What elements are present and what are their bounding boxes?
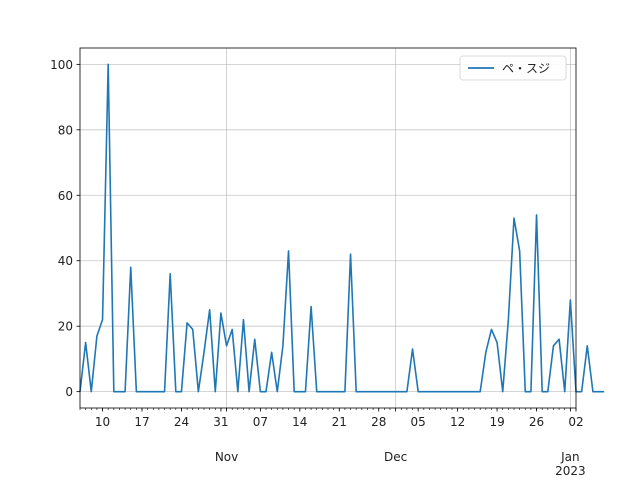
x-tick-label: 12 [450, 415, 465, 429]
x-tick-label: 21 [332, 415, 347, 429]
legend: ペ・スジ [459, 55, 567, 81]
x-tick-label: 17 [134, 415, 149, 429]
series-line [79, 63, 605, 393]
legend-label: ペ・スジ [502, 62, 550, 76]
y-tick-label: 20 [58, 320, 73, 334]
y-tick-label: 60 [58, 189, 73, 203]
x-tick-label: 31 [213, 415, 228, 429]
y-tick-label: 40 [58, 254, 73, 268]
x-year-label: 2023 [555, 464, 586, 478]
x-tick-label: 02 [568, 415, 583, 429]
x-tick-label: 26 [529, 415, 544, 429]
x-tick-label: 10 [95, 415, 110, 429]
x-month-label: Jan [560, 450, 580, 464]
y-tick-label: 0 [65, 385, 73, 399]
x-tick-label: 28 [371, 415, 386, 429]
x-month-label: Dec [384, 450, 407, 464]
y-tick-label: 100 [50, 58, 73, 72]
series-layer [79, 63, 605, 393]
x-tick-label: 14 [292, 415, 307, 429]
grid-layer [80, 48, 576, 408]
x-tick-label: 19 [489, 415, 504, 429]
legend-box [459, 55, 567, 81]
x-month-label: Nov [215, 450, 238, 464]
plot-frame [79, 47, 577, 409]
x-tick-label: 24 [174, 415, 189, 429]
x-tick-label: 07 [253, 415, 268, 429]
y-tick-label: 80 [58, 123, 73, 137]
x-tick-label: 05 [411, 415, 426, 429]
